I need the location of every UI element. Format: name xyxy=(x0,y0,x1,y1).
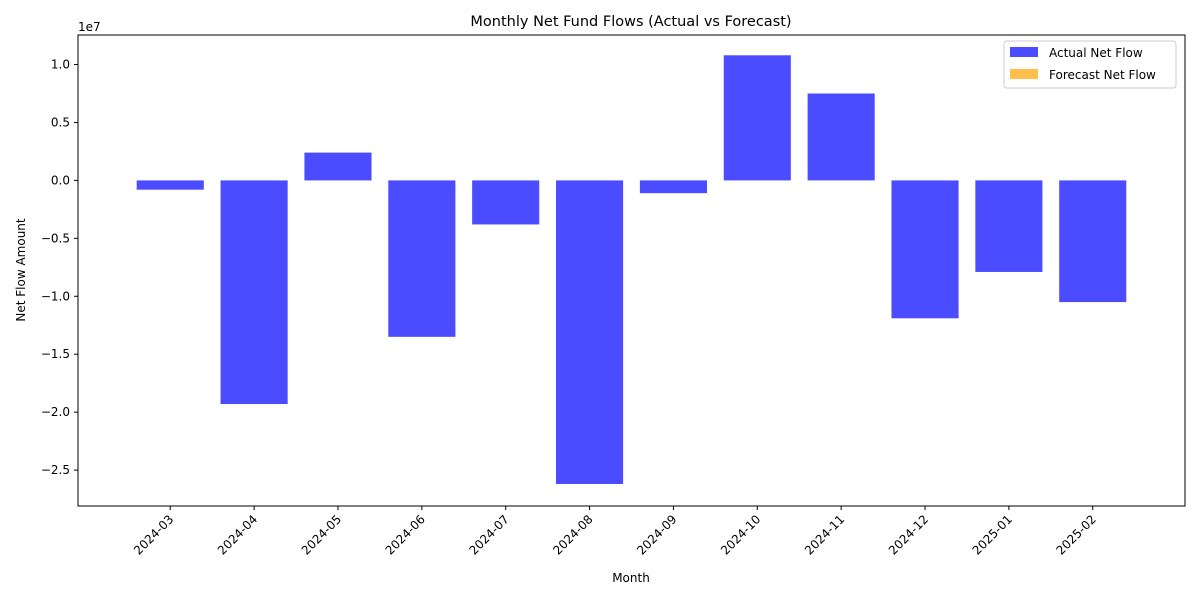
bar-actual-2024-06 xyxy=(388,180,456,337)
bar-actual-2024-04 xyxy=(220,180,288,405)
bar-actual-2024-11 xyxy=(807,93,875,181)
plot-area xyxy=(136,55,1127,484)
bar-actual-2025-01 xyxy=(975,180,1043,272)
chart-title: Monthly Net Fund Flows (Actual vs Foreca… xyxy=(470,14,791,30)
legend-label-actual: Actual Net Flow xyxy=(1049,46,1143,60)
legend-label-forecast: Forecast Net Flow xyxy=(1049,68,1156,82)
bar-actual-2024-10 xyxy=(723,55,791,181)
legend-box xyxy=(1003,40,1177,89)
bar-actual-2024-08 xyxy=(556,180,624,484)
y-tick-label: 0.5 xyxy=(51,115,70,129)
y-tick-label: −0.5 xyxy=(41,231,70,245)
y-tick-label: −2.0 xyxy=(41,405,70,419)
y-tick-label: 0.0 xyxy=(51,173,70,187)
bar-actual-2024-09 xyxy=(639,180,707,194)
y-tick-label: −1.5 xyxy=(41,347,70,361)
bar-actual-2025-02 xyxy=(1059,180,1127,303)
x-axis-label: Month xyxy=(612,571,650,585)
legend-swatch-forecast xyxy=(1010,69,1038,79)
axes-frame xyxy=(77,34,1186,507)
y-tick-label: −2.5 xyxy=(41,463,70,477)
y-offset-label: 1e7 xyxy=(78,20,101,34)
bar-actual-2024-03 xyxy=(136,180,204,190)
legend: Actual Net Flow Forecast Net Flow xyxy=(1003,40,1177,89)
y-tick-label: 1.0 xyxy=(51,58,70,72)
y-tick-label: −1.0 xyxy=(41,289,70,303)
bar-actual-2024-05 xyxy=(304,152,372,181)
bar-actual-2024-07 xyxy=(472,180,540,225)
y-axis: 1.0 0.5 0.0 −0.5 −1.0 −1.5 −2.0 −2.5 xyxy=(41,58,78,477)
y-axis-label: Net Flow Amount xyxy=(14,218,28,322)
bar-actual-2024-12 xyxy=(891,180,959,319)
legend-swatch-actual xyxy=(1010,47,1038,57)
